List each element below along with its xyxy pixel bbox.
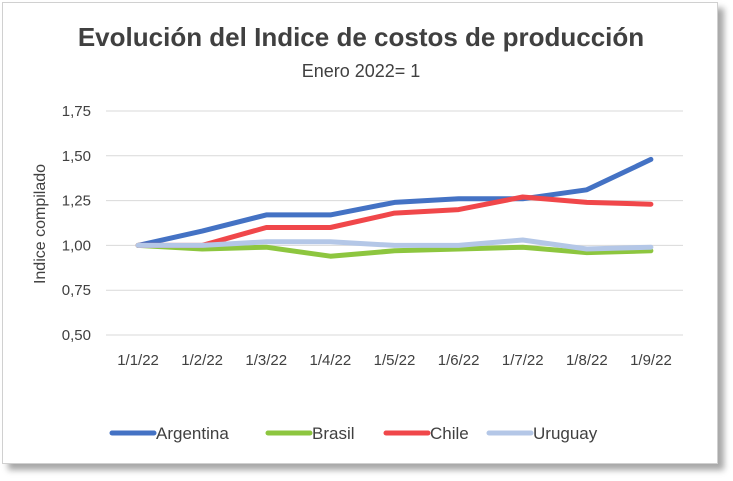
legend-label: Argentina	[156, 424, 229, 443]
x-tick-label: 1/6/22	[438, 352, 480, 369]
x-axis-ticks: 1/1/22 1/2/22 1/3/22 1/4/22 1/5/22 1/6/22 1/7/…	[117, 352, 672, 369]
y-axis-ticks: 0,50 0,75 1,00 1,25 1,50 1,75	[62, 103, 91, 344]
legend-label: Uruguay	[533, 424, 598, 443]
x-tick-label: 1/2/22	[181, 352, 223, 369]
y-tick-label: 0,50	[62, 327, 91, 344]
series-line-argentina	[135, 156, 654, 248]
legend-label: Chile	[430, 424, 469, 443]
chart-subtitle: Enero 2022= 1	[302, 61, 421, 81]
series-line-brasil	[135, 242, 654, 259]
y-tick-label: 1,75	[62, 103, 91, 120]
series-line-chile	[135, 194, 654, 248]
chart-frame	[2, 2, 718, 464]
y-tick-label: 1,25	[62, 193, 91, 210]
series-line-uruguay	[135, 237, 654, 252]
x-tick-label: 1/5/22	[374, 352, 416, 369]
legend: Argentina Brasil Chile Uruguay	[109, 424, 598, 443]
x-tick-label: 1/9/22	[630, 352, 672, 369]
x-tick-label: 1/7/22	[502, 352, 544, 369]
y-tick-label: 0,75	[62, 282, 91, 299]
x-tick-label: 1/8/22	[566, 352, 608, 369]
gridlines	[106, 110, 683, 336]
x-tick-label: 1/1/22	[117, 352, 159, 369]
series-lines	[135, 156, 654, 259]
chart-title: Evolución del Indice de costos de produc…	[78, 22, 644, 52]
y-tick-label: 1,00	[62, 237, 91, 254]
legend-label: Brasil	[312, 424, 355, 443]
x-tick-label: 1/3/22	[245, 352, 287, 369]
x-tick-label: 1/4/22	[310, 352, 352, 369]
y-tick-label: 1,50	[62, 148, 91, 165]
y-axis-label: Indice compilado	[32, 164, 49, 284]
